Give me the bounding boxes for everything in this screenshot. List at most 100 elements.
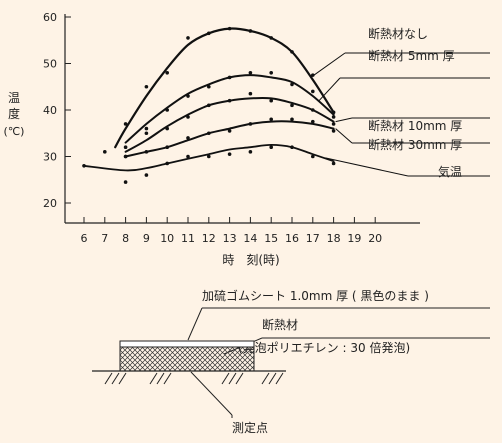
data-point [186,94,190,98]
y-tick-group: 20 30 40 50 60 [43,11,71,210]
data-point [186,136,190,140]
data-point [248,150,253,154]
data-point [186,154,190,159]
series-leader [325,157,409,177]
series-label: 断熱材なし [368,26,428,41]
data-point [311,154,315,159]
x-tick-label: 6 [81,232,88,245]
x-tick-label: 12 [202,232,216,245]
data-point [311,89,315,94]
leader-measure-point [190,371,233,416]
y-tick-label: 30 [43,151,57,164]
series-leader [335,128,353,144]
series-line [124,120,335,158]
series-points [82,26,336,184]
data-point [331,129,336,133]
data-point [144,84,149,89]
label-rubber-sheet: 加硫ゴムシート 1.0mm 厚 ( 黒色のまま ) [202,288,429,303]
data-point [290,103,294,108]
data-point [311,119,315,124]
data-point [207,131,211,136]
data-point [227,129,232,133]
series-line [114,27,335,149]
x-tick-label: 17 [306,232,320,245]
x-tick-label: 7 [101,232,108,245]
data-point [207,103,211,108]
data-point [227,98,232,103]
data-point [165,71,169,75]
data-point [165,161,169,166]
series-label: 断熱材 5mm 厚 [368,48,455,63]
x-tick-label: 18 [327,232,341,245]
data-point [144,173,149,177]
data-point [311,108,315,112]
cross-section-diagram: 加硫ゴムシート 1.0mm 厚 ( 黒色のまま ) 断熱材 (発泡ポリエチレン … [92,288,490,435]
series-leader [310,52,346,78]
data-point [144,126,149,131]
data-point [331,122,336,126]
data-point [82,164,86,168]
y-tick-label: 50 [43,58,57,71]
data-point [165,145,169,149]
data-point [331,161,336,166]
data-point [123,180,128,184]
data-point [123,145,128,149]
data-point [123,122,128,126]
x-tick-group: 6 7 8 9 10 11 12 13 14 15 16 17 18 19 20 [81,217,382,245]
y-axis-label-unit: (℃) [4,125,25,138]
x-tick-label: 15 [264,232,278,245]
data-point [123,154,128,159]
data-point [269,145,274,149]
y-axis-label-char-2: 度 [8,106,20,121]
data-point [269,71,274,75]
series-leader [318,77,341,102]
data-point [207,31,211,36]
data-point [290,145,294,149]
label-insulation-detail: (発泡ポリエチレン : 30 倍発泡) [238,340,410,355]
data-point [103,150,107,154]
leader-rubber-sheet [187,307,203,341]
insulation-block [119,346,255,372]
series-curves [83,27,335,172]
data-point [186,115,190,119]
x-tick-label: 14 [243,232,257,245]
y-tick-label: 60 [43,11,57,24]
series-label: 断熱材 10mm 厚 [368,118,462,133]
series-line [124,96,335,153]
x-tick-label: 13 [223,232,237,245]
data-point [269,98,274,103]
label-insulation: 断熱材 [262,317,298,332]
data-point [331,110,336,115]
x-tick-label: 20 [368,232,382,245]
data-point [248,71,253,75]
ground-hatch [104,372,284,385]
y-tick-label: 20 [43,197,57,210]
x-axis-label: 時 刻(時) [222,253,279,267]
x-tick-label: 19 [347,232,361,245]
series-label: 気温 [438,164,462,179]
data-point [290,117,294,122]
label-measure-point: 測定点 [232,420,268,435]
data-point [227,75,232,80]
y-axis-label-char-1: 温 [8,91,20,105]
data-point [207,84,211,89]
data-point [227,152,232,156]
data-point [331,115,336,119]
x-tick-label: 10 [160,232,174,245]
data-point [248,91,253,96]
series-label: 断熱材 30mm 厚 [368,137,462,152]
data-point [269,117,274,122]
y-tick-label: 40 [43,104,57,117]
data-point [290,82,294,87]
data-point [207,154,211,159]
data-point [248,122,253,126]
data-point [290,50,294,54]
series-leader [335,117,353,123]
x-tick-label: 9 [143,232,150,245]
x-tick-label: 11 [181,232,195,245]
data-point [186,36,190,40]
chart: 20 30 40 50 60 6 7 8 9 10 11 12 13 14 15 16 17 18 19 20 断熱… [4,11,490,267]
data-point [227,26,232,31]
x-tick-label: 8 [122,232,129,245]
